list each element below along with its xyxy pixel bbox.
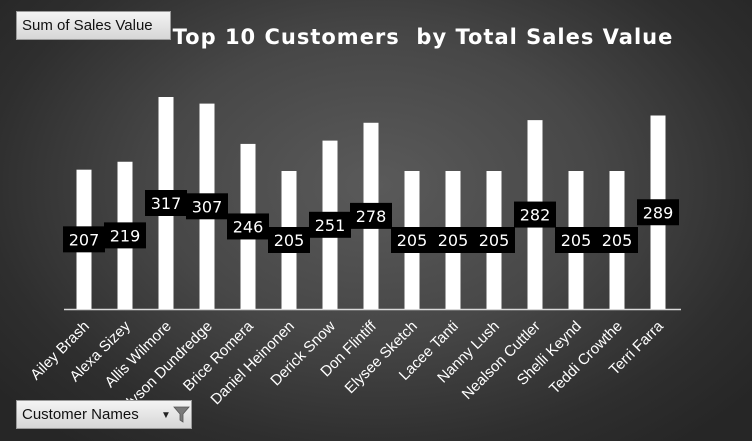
axis-field-label: Customer Names [22, 406, 139, 423]
svg-text:246: 246 [233, 217, 264, 236]
svg-text:205: 205 [479, 231, 510, 250]
data-label: 317 [145, 190, 187, 216]
data-label: 205 [391, 227, 433, 253]
data-label: 205 [268, 227, 310, 253]
data-label: 282 [514, 201, 556, 228]
data-label: 251 [309, 211, 351, 238]
svg-text:317: 317 [151, 194, 182, 213]
sum-of-sales-value-field-button[interactable]: Sum of Sales Value [16, 11, 171, 40]
chart-title: Top 10 Customers by Total Sales Value [172, 25, 674, 49]
svg-text:205: 205 [438, 231, 469, 250]
data-label: 205 [432, 227, 474, 253]
data-label: 219 [104, 222, 146, 249]
chevron-down-icon[interactable]: ▼ [161, 410, 171, 421]
svg-text:282: 282 [520, 206, 551, 225]
data-label: 246 [227, 213, 269, 240]
svg-text:219: 219 [110, 226, 141, 245]
data-label: 205 [596, 227, 638, 253]
svg-text:205: 205 [602, 231, 633, 250]
svg-text:207: 207 [69, 230, 100, 249]
svg-text:205: 205 [561, 231, 592, 250]
svg-text:289: 289 [643, 203, 674, 222]
data-label: 205 [473, 227, 515, 253]
data-label: 205 [555, 227, 597, 253]
svg-text:205: 205 [397, 231, 428, 250]
value-field-label: Sum of Sales Value [22, 17, 153, 34]
svg-text:251: 251 [315, 216, 346, 235]
svg-text:278: 278 [356, 207, 387, 226]
svg-text:307: 307 [192, 197, 223, 216]
filter-icon[interactable] [173, 406, 190, 424]
data-label: 207 [63, 226, 105, 253]
data-label: 289 [637, 199, 679, 226]
customer-names-field-button[interactable]: Customer Names ▼ [16, 400, 192, 429]
data-label: 307 [186, 193, 228, 220]
svg-text:205: 205 [274, 231, 305, 250]
data-label: 278 [350, 202, 392, 229]
